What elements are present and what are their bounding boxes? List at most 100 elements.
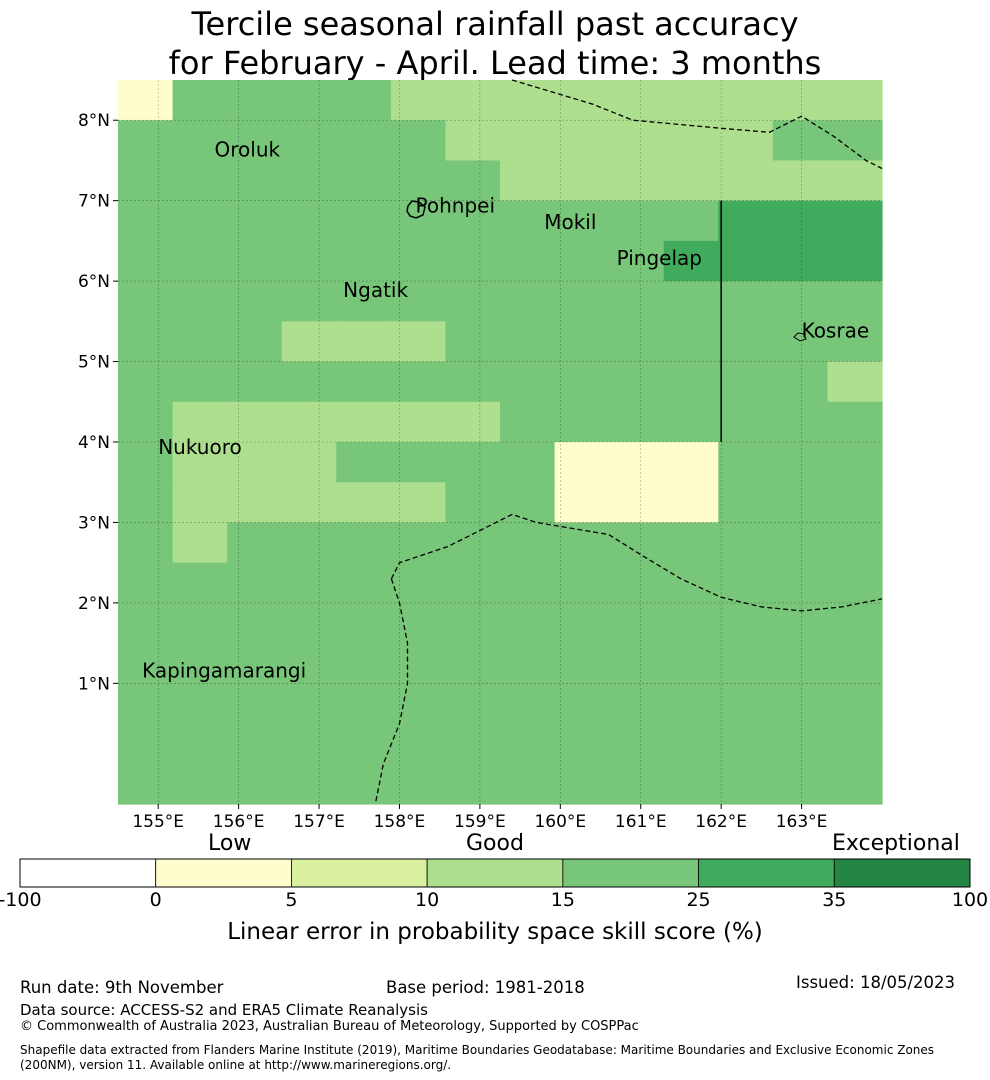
skill-cell [718, 160, 774, 202]
skill-cell [609, 763, 665, 805]
skill-cell [827, 602, 883, 644]
skill-cell [445, 80, 501, 121]
skill-cell [281, 522, 337, 564]
skill-cell [663, 723, 719, 765]
skill-cell [554, 723, 610, 765]
skill-cell [445, 160, 501, 202]
pohnpei-outline [406, 200, 426, 219]
island-label-mokil: Mokil [544, 210, 596, 234]
island-label-ngatik: Ngatik [343, 278, 408, 302]
skill-cell [227, 763, 283, 805]
x-tick-label: 155°E [132, 812, 184, 832]
colorbar-swatch [833, 858, 971, 888]
skill-cell [281, 361, 337, 403]
skill-cell [772, 80, 829, 121]
skill-cell [390, 683, 447, 725]
skill-cell [336, 160, 392, 202]
eez-boundary-line [511, 79, 883, 170]
colorbar-label-exceptional: Exceptional [832, 831, 960, 856]
skill-cell [336, 240, 392, 282]
y-tick-label: 7°N [78, 192, 110, 212]
skill-cell [827, 401, 883, 443]
skill-cell [663, 160, 719, 202]
skill-cell [118, 361, 174, 403]
skill-cell [227, 643, 283, 684]
colorbar-tick-label: 5 [285, 889, 298, 911]
skill-cell [445, 602, 501, 644]
skill-cell [118, 683, 174, 725]
skill-cell [772, 562, 829, 604]
skill-cell [500, 361, 556, 403]
skill-cell [336, 562, 392, 604]
skill-cell [554, 160, 610, 202]
skill-cell [227, 401, 283, 443]
chart-title-line-1: Tercile seasonal rainfall past accuracy [191, 5, 799, 43]
skill-cell [445, 281, 501, 322]
skill-cell [609, 723, 665, 765]
skill-cell [281, 401, 337, 443]
skill-cell [227, 723, 283, 765]
skill-cell [772, 240, 829, 282]
skill-cell [554, 361, 610, 403]
skill-cell [227, 683, 283, 725]
skill-cell [827, 240, 883, 282]
skill-cell [336, 80, 392, 121]
copyright: © Commonwealth of Australia 2023, Austra… [20, 1019, 639, 1034]
skill-cell [554, 120, 610, 162]
skill-cell [663, 80, 719, 121]
colorbar-swatch [19, 858, 157, 888]
island-label-kosrae: Kosrae [802, 318, 870, 342]
y-tick-label: 2°N [78, 594, 110, 614]
island-markers: Oroluk Pohnpei Mokil Pingelap Ngatik Kosrae Nu… [142, 137, 869, 682]
skill-cell [227, 602, 283, 644]
skill-cell [609, 321, 665, 363]
skill-cell [609, 562, 665, 604]
colorbar-swatch [291, 858, 428, 888]
colorbar-tick-label: 10 [415, 889, 440, 911]
skill-cell [281, 763, 337, 805]
skill-cell [827, 200, 883, 242]
island-label-kapingamarangi: Kapingamarangi [142, 659, 306, 683]
skill-cell [118, 763, 174, 805]
skill-cell [118, 522, 174, 564]
skill-cell [336, 683, 392, 725]
skill-cell [663, 281, 719, 322]
skill-cell [609, 442, 665, 483]
skill-cell [118, 442, 174, 483]
kosrae-outline [793, 332, 807, 342]
skill-cell [281, 562, 337, 604]
skill-cell [500, 683, 556, 725]
skill-cell [445, 482, 501, 524]
skill-cell [827, 522, 883, 564]
skill-cell [336, 401, 392, 443]
colorbar-frame [19, 858, 971, 888]
skill-cell [336, 522, 392, 564]
skill-cell [500, 240, 556, 282]
skill-cell [718, 240, 774, 282]
skill-cell [390, 522, 447, 564]
x-tick-label: 156°E [213, 812, 265, 832]
skill-cell [172, 200, 228, 242]
skill-cell [390, 361, 447, 403]
skill-cell [718, 482, 774, 524]
skill-cell [390, 160, 447, 202]
skill-cell [500, 602, 556, 644]
skill-cell [445, 763, 501, 805]
skill-cell [172, 281, 228, 322]
skill-cell [336, 281, 392, 322]
colorbar-tick-label: 15 [550, 889, 575, 911]
skill-cell [827, 482, 883, 524]
skill-cell [445, 321, 501, 363]
skill-cell [772, 723, 829, 765]
skill-cell [172, 562, 228, 604]
skill-cell [718, 643, 774, 684]
colorbar-tick-label: -100 [0, 889, 42, 911]
skill-cell [663, 763, 719, 805]
skill-cell [718, 200, 774, 242]
skill-cell [172, 361, 228, 403]
skill-cell [227, 562, 283, 604]
skill-cell [227, 361, 283, 403]
skill-cell [772, 401, 829, 443]
skill-cell [336, 602, 392, 644]
skill-cell [718, 723, 774, 765]
